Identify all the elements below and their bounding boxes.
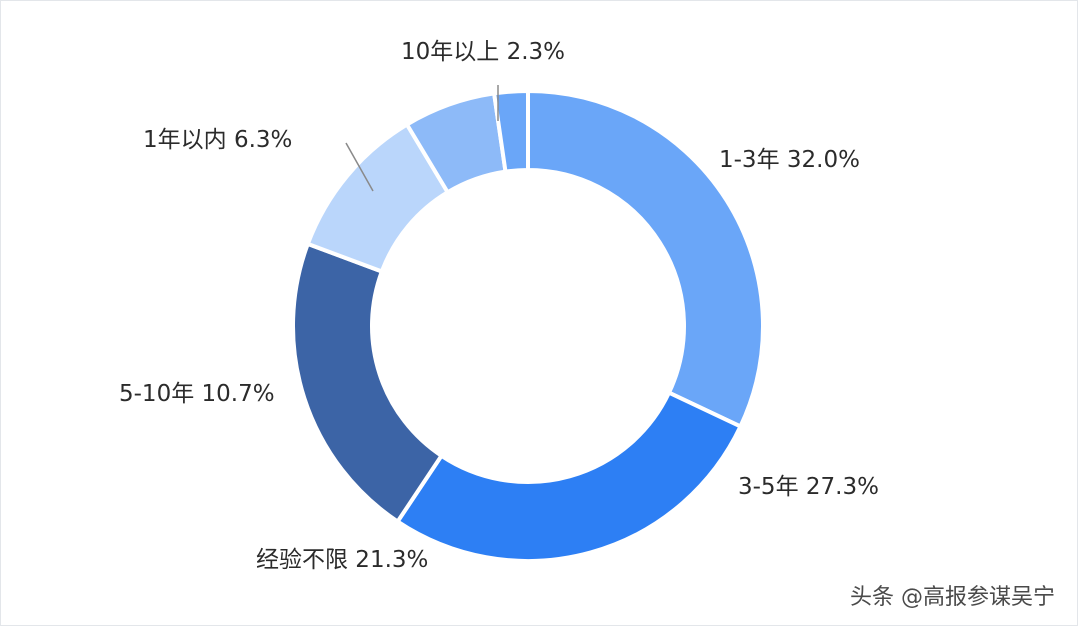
slice-0 [526,88,765,430]
watermark-text: 头条 @高报参谋吴宁 [850,585,1055,610]
slice-1 [394,390,744,563]
slice-5 [491,88,530,174]
slice-label-2: 经验不限 21.3% [256,547,428,573]
slice-label-1: 3-5年 27.3% [738,474,879,500]
slice-label-5: 10年以上 2.3% [401,39,565,65]
slice-label-0: 1-3年 32.0% [719,147,860,173]
slice-label-4: 1年以内 6.3% [143,127,292,153]
slice-label-3: 5-10年 10.7% [119,381,275,407]
slice-2 [291,241,445,525]
leader-line-4-0 [345,142,374,192]
